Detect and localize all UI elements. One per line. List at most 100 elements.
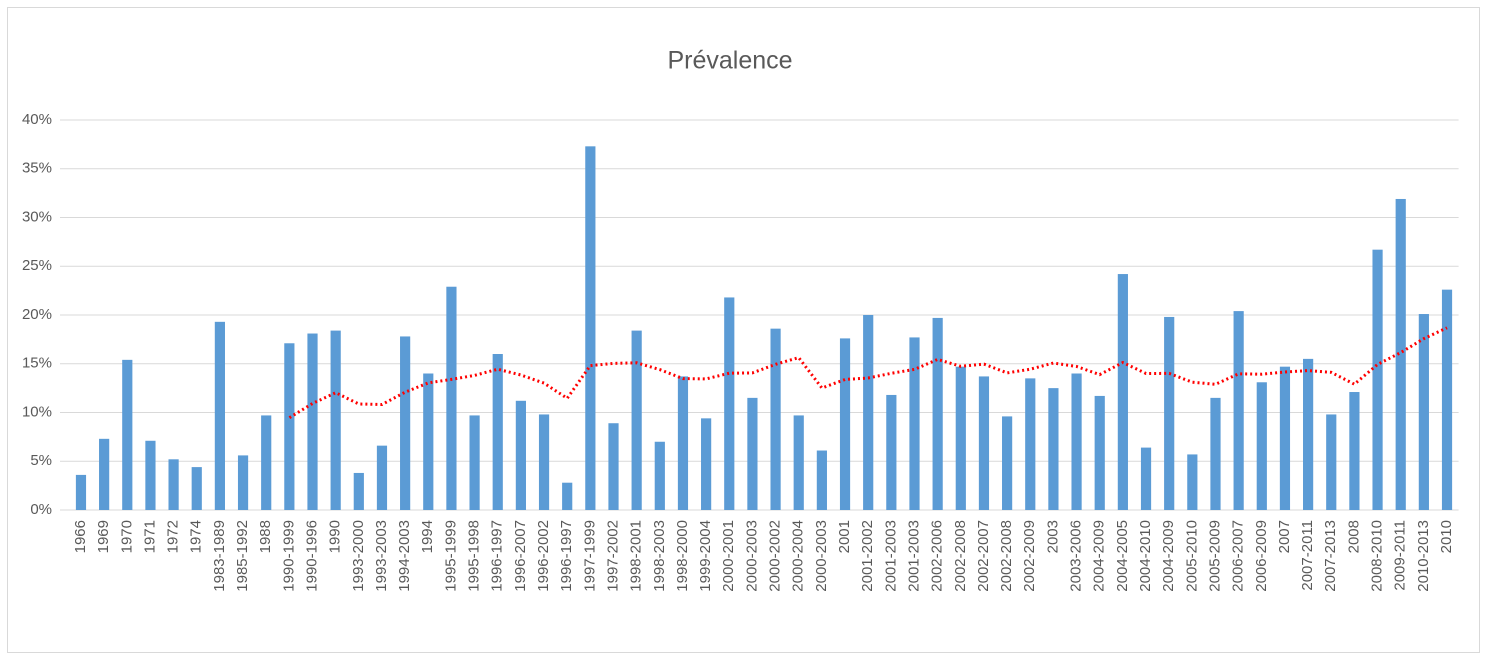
- bar: [1372, 249, 1383, 511]
- x-tick-label: 1993-2000: [350, 520, 367, 592]
- x-tick-label: 2000-2002: [767, 520, 784, 592]
- x-tick-label: 1995-1998: [466, 520, 483, 592]
- y-tick-label: 15%: [22, 355, 52, 372]
- trendline: [288, 326, 1448, 419]
- x-tick-label: 1998-2001: [628, 520, 645, 592]
- x-tick-label: 2003-2006: [1068, 520, 1085, 592]
- bar: [237, 455, 249, 510]
- x-tick-label: 2001-2003: [882, 520, 899, 592]
- bar: [585, 146, 596, 510]
- bar: [839, 338, 851, 510]
- bar: [214, 321, 225, 510]
- bar: [1303, 358, 1314, 510]
- bar: [1279, 366, 1291, 510]
- bar: [608, 423, 619, 510]
- bar: [1256, 382, 1267, 510]
- y-tick-label: 30%: [22, 208, 52, 225]
- bar: [1025, 378, 1036, 510]
- x-tick-label: 2005-2009: [1206, 520, 1223, 592]
- bar: [978, 376, 990, 510]
- x-tick-label: 1970: [118, 520, 135, 553]
- x-tick-label: 2001: [836, 520, 853, 553]
- bar: [1187, 454, 1198, 510]
- y-tick-label: 40%: [22, 111, 52, 128]
- bar: [400, 336, 411, 510]
- bar: [538, 414, 550, 510]
- bar: [353, 472, 364, 510]
- bar: [654, 441, 665, 510]
- x-tick-label: 2002-2007: [975, 520, 992, 592]
- bar: [330, 330, 341, 510]
- x-tick-label: 2001-2002: [859, 520, 876, 592]
- bar: [1349, 392, 1360, 510]
- x-tick-label: 2004-2010: [1137, 520, 1154, 592]
- bar: [1117, 274, 1128, 510]
- x-tick-label: 2002-2006: [929, 520, 946, 592]
- bar: [1210, 397, 1221, 510]
- bar: [307, 333, 318, 510]
- bar: [631, 330, 642, 510]
- bar: [1233, 311, 1244, 510]
- y-tick-label: 0%: [30, 501, 52, 518]
- bar: [816, 450, 827, 510]
- x-tick-label: 2001-2003: [905, 520, 922, 592]
- x-tick-label: 2008: [1345, 520, 1362, 553]
- bar: [562, 482, 573, 510]
- x-tick-label: 1972: [165, 520, 182, 553]
- bar: [261, 415, 272, 510]
- bar: [932, 317, 943, 510]
- x-tick-label: 2007-2013: [1322, 520, 1339, 592]
- x-tick-label: 2006-2007: [1230, 520, 1247, 592]
- bar: [122, 359, 133, 510]
- y-tick-label: 25%: [22, 257, 52, 274]
- x-tick-label: 1985-1992: [234, 520, 251, 592]
- x-tick-label: 2007: [1276, 520, 1293, 553]
- x-tick-label: 2007-2011: [1299, 520, 1316, 591]
- x-tick-label: 1966: [72, 520, 89, 553]
- x-tick-label: 1996-1997: [489, 520, 506, 592]
- x-tick-label: 1999-2004: [697, 520, 714, 592]
- x-tick-label: 2000-2004: [790, 520, 807, 592]
- bar: [1094, 395, 1105, 510]
- y-tick-label: 35%: [22, 160, 52, 177]
- y-tick-label: 5%: [30, 452, 52, 469]
- x-tick-label: 2008-2010: [1369, 520, 1386, 592]
- bar: [1002, 416, 1013, 510]
- bar: [99, 438, 110, 510]
- x-tick-label: 2000-2003: [743, 520, 760, 592]
- x-tick-label: 2004-2009: [1160, 520, 1177, 592]
- bar: [724, 297, 735, 510]
- bar: [469, 415, 480, 510]
- x-tick-label: 2004-2005: [1114, 520, 1131, 592]
- bar: [1048, 388, 1059, 510]
- x-tick-label: 2005-2010: [1183, 520, 1200, 592]
- x-tick-label: 1990-1996: [303, 520, 320, 592]
- bar: [1418, 314, 1429, 510]
- bar: [515, 400, 526, 510]
- x-tick-label: 1997-2002: [604, 520, 621, 592]
- bar: [770, 328, 781, 510]
- x-tick-label: 1998-2000: [674, 520, 691, 592]
- x-tick-label: 2000-2003: [813, 520, 830, 592]
- x-tick-label: 1969: [95, 520, 112, 553]
- bar: [955, 366, 966, 510]
- y-tick-label: 20%: [22, 306, 52, 323]
- x-tick-label: 1996-2002: [535, 520, 552, 592]
- x-tick-label: 1993-2003: [373, 520, 390, 592]
- bar: [1326, 414, 1337, 510]
- bar: [793, 415, 804, 510]
- bar: [1140, 447, 1152, 510]
- bar: [492, 354, 503, 510]
- x-tick-label: 1990-1999: [280, 520, 297, 592]
- x-tick-label: 1974: [188, 520, 205, 553]
- x-tick-label: 1994: [419, 520, 436, 553]
- x-tick-label: 1988: [257, 520, 274, 553]
- bar: [168, 459, 179, 510]
- bar: [284, 343, 295, 510]
- x-tick-label: 1990: [327, 520, 344, 553]
- bar: [1164, 316, 1175, 510]
- bar: [1071, 373, 1082, 510]
- bar: [75, 474, 87, 510]
- bar: [909, 337, 920, 510]
